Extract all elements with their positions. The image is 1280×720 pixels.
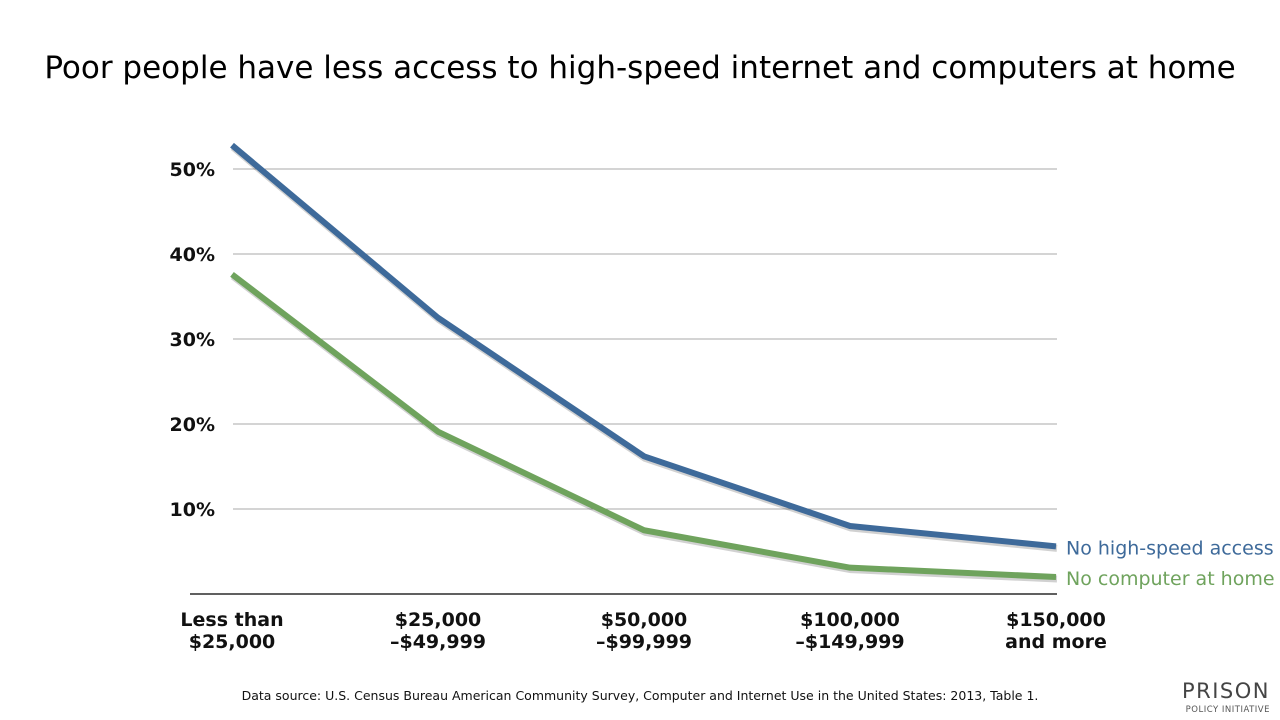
chart-title: Poor people have less access to high-spe… [44, 50, 1235, 86]
series-label: No high-speed access [1066, 537, 1274, 559]
series-label: No computer at home [1066, 568, 1275, 590]
x-tick-label: $50,000 [601, 609, 688, 631]
series-labels: No high-speed access No computer at home [1066, 537, 1275, 590]
y-tick-label: 40% [170, 244, 215, 266]
x-tick-label: Less than [180, 609, 283, 631]
series-line-shadow [230, 144, 1058, 552]
x-tick-label: $25,000 [395, 609, 482, 631]
logo: PRISON POLICY INITIATIVE [1182, 679, 1270, 715]
y-tick-label: 10% [170, 499, 215, 521]
y-axis-ticks: 10% 20% 30% 40% 50% [170, 159, 215, 521]
gridlines [233, 168, 1057, 510]
x-axis-ticks: Less than$25,000$25,000–$49,999$50,000–$… [180, 609, 1106, 653]
x-tick-label: and more [1005, 631, 1107, 653]
y-tick-label: 20% [170, 414, 215, 436]
series-line-no-high-speed [230, 142, 1057, 550]
logo-line1: PRISON [1182, 679, 1270, 703]
x-tick-label: $150,000 [1006, 609, 1106, 631]
x-tick-label: –$49,999 [390, 631, 486, 653]
x-tick-label: $25,000 [189, 631, 276, 653]
x-tick-label: –$149,999 [795, 631, 904, 653]
x-tick-label: –$99,999 [596, 631, 692, 653]
logo-line2: POLICY INITIATIVE [1186, 705, 1270, 715]
x-tick-label: $100,000 [800, 609, 900, 631]
series-lines [230, 142, 1058, 583]
data-source: Data source: U.S. Census Bureau American… [242, 688, 1039, 703]
y-tick-label: 50% [170, 159, 215, 181]
y-tick-label: 30% [170, 329, 215, 351]
